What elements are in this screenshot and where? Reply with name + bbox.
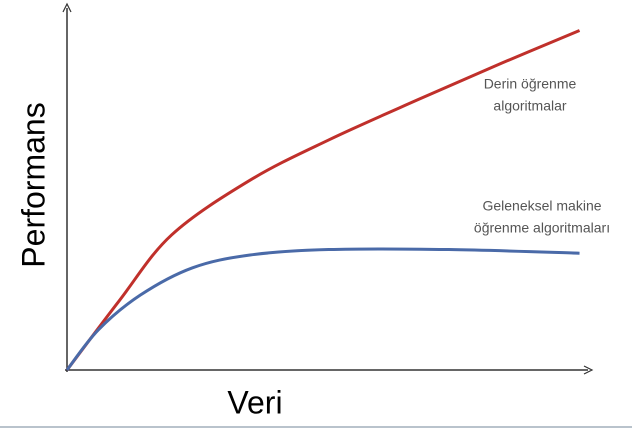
series-line [65,247,580,371]
x-axis-label: Veri [227,384,282,420]
series-annotation: Geleneksel makine [482,198,601,214]
series-annotation: öğrenme algoritmaları [474,220,610,236]
x-axis-arrow [583,365,594,375]
series-annotation: Derin öğrenme [484,76,577,92]
series-annotation: algoritmalar [493,98,566,114]
y-axis-arrow [62,2,72,13]
y-axis-label: Performans [15,102,51,267]
series-line [65,29,581,371]
